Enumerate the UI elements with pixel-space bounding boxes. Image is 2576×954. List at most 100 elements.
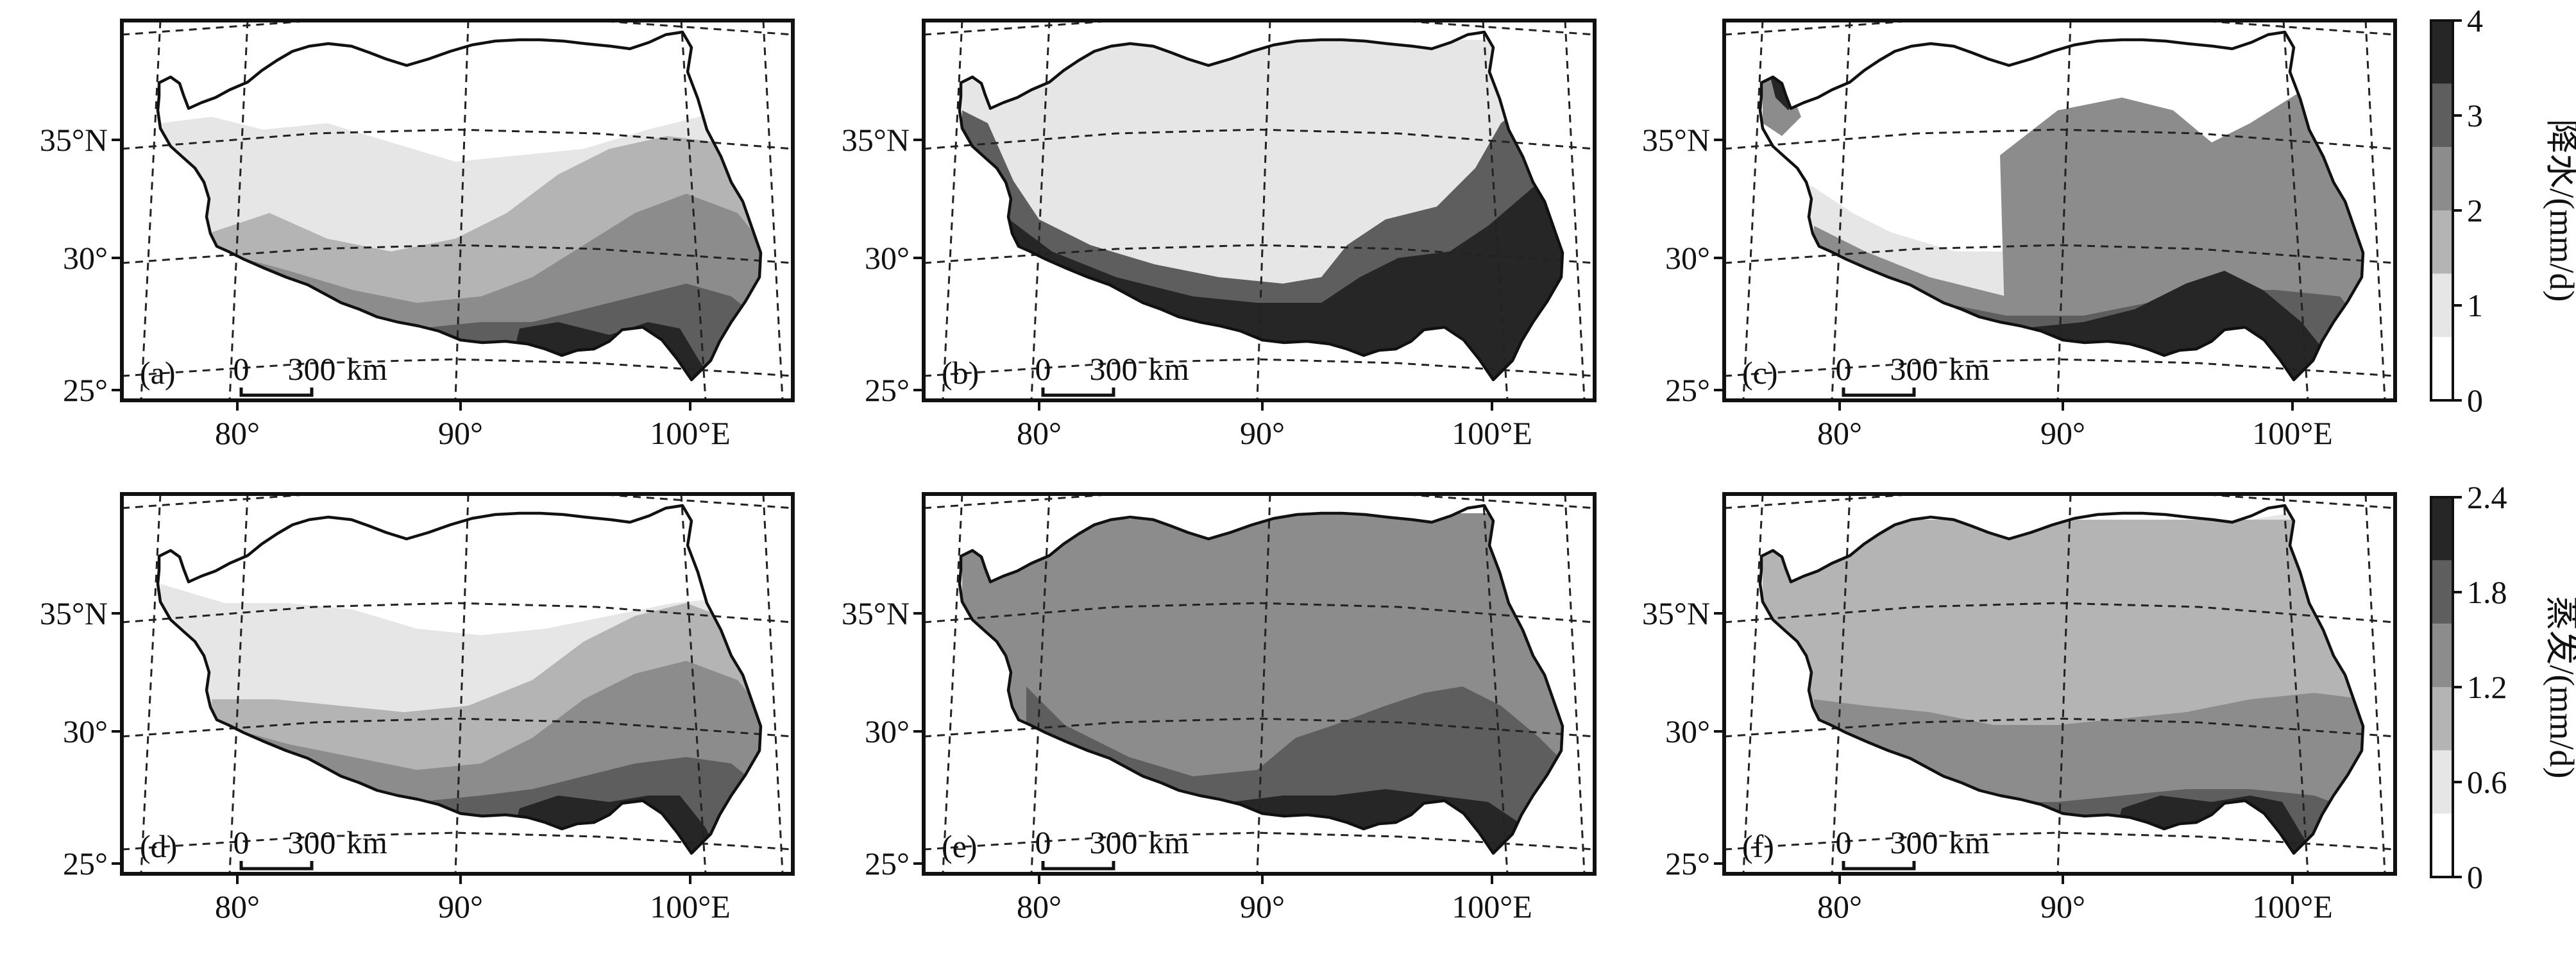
shading-a: [158, 32, 761, 380]
scale-bar-value: 300: [1890, 351, 1938, 387]
map-panel-c: 35°N 30° 25° 80° 90° 100°E (c) 0 300 km: [1642, 19, 2397, 451]
meridian-90: [1256, 21, 1271, 400]
plateau-boundary-f: [1758, 504, 2365, 855]
meridian-80: [228, 494, 249, 874]
shading-d: [158, 506, 761, 853]
colorbar-tick-label: 0: [2467, 382, 2483, 418]
meridian-edge-1: [2364, 494, 2386, 874]
parallel-30: [924, 244, 1595, 264]
meridian-90: [2056, 21, 2072, 400]
graticule-f: [1724, 494, 2395, 874]
plateau-boundary-b: [958, 30, 1564, 382]
parallel-25: [1724, 358, 2395, 377]
colorbar-band-3: [2431, 147, 2453, 210]
colorbar-band-1: [2431, 273, 2453, 337]
lat-tick-label: 30°: [865, 240, 910, 276]
lat-tick-label: 35°N: [1642, 122, 1710, 158]
parallel-25: [924, 358, 1595, 377]
panel-frame-c: [1722, 19, 2397, 402]
lon-tick-label: 100°E: [650, 415, 731, 451]
panel-label-e: (e): [942, 828, 978, 864]
lat-tick-label: 30°: [1665, 713, 1710, 749]
scale-bar-unit: km: [1949, 824, 1990, 860]
colorbar-precip: 4 3 2 1 0 降水/(mm/d): [2430, 3, 2576, 418]
colorbar-tick-label: 0.6: [2467, 764, 2507, 800]
colorbar-band-4: [2431, 83, 2453, 148]
colorbar-title-evap: 蒸发/(mm/d): [2543, 596, 2576, 779]
parallel-40: [122, 21, 793, 36]
colorbar-tick-label: 1: [2467, 287, 2483, 323]
lon-tick-label: 80°: [1817, 415, 1862, 451]
map-panel-f: 35°N 30° 25° 80° 90° 100°E (f) 0 300 km: [1642, 492, 2397, 924]
colorbar-band-4: [2431, 560, 2453, 624]
lat-tick-label: 35°N: [40, 122, 108, 158]
parallel-35: [924, 128, 1595, 150]
parallel-35: [122, 602, 793, 624]
colorbar-tick-label: 4: [2467, 3, 2483, 38]
scale-bar-a: 0 300 km: [233, 351, 387, 397]
lat-tick-label: 25°: [63, 846, 108, 882]
scale-bar-value: 300: [288, 351, 336, 387]
lon-tick-label: 90°: [1240, 415, 1285, 451]
graticule-b: [924, 21, 1595, 400]
scale-bar-line: [1842, 388, 1916, 397]
panel-label-c: (c): [1742, 355, 1778, 391]
parallel-25: [1724, 831, 2395, 851]
scale-bar-line: [1041, 861, 1115, 871]
meridian-edge-0: [140, 21, 162, 400]
lat-tick-label: 35°N: [842, 122, 910, 158]
panel-label-d: (d): [140, 828, 177, 864]
parallel-40: [1724, 21, 2395, 36]
scale-bar-zero: 0: [1836, 824, 1852, 860]
meridian-80: [1831, 21, 1851, 400]
shading-c: [1760, 32, 2363, 380]
parallel-40: [924, 21, 1595, 36]
meridian-edge-1: [762, 21, 784, 400]
colorbar-tick-label: 1.8: [2467, 574, 2507, 610]
plateau-boundary-d: [156, 504, 763, 855]
lat-tick-label: 30°: [63, 713, 108, 749]
colorbar-band-0: [2431, 813, 2453, 877]
panel-label-f: (f): [1742, 828, 1774, 864]
meridian-90: [454, 494, 470, 874]
scale-bar-line: [239, 861, 314, 871]
parallel-30: [1724, 717, 2395, 738]
meridian-edge-1: [2364, 21, 2386, 400]
lon-tick-label: 100°E: [2252, 889, 2333, 924]
colorbar-tick-label: 3: [2467, 98, 2483, 133]
lat-tick-label: 30°: [865, 713, 910, 749]
scale-bar-zero: 0: [233, 351, 250, 387]
colorbar-evap: 2.4 1.8 1.2 0.6 0 蒸发/(mm/d): [2430, 479, 2576, 895]
meridian-100: [680, 494, 707, 874]
meridian-90: [454, 21, 470, 400]
lat-tick-label: 25°: [865, 846, 910, 882]
scale-bar-unit: km: [1148, 824, 1189, 860]
lon-tick-label: 80°: [215, 889, 260, 924]
scale-bar-zero: 0: [1035, 351, 1051, 387]
meridian-100: [1482, 21, 1509, 400]
meridian-edge-0: [942, 494, 963, 874]
map-panel-e: 35°N 30° 25° 80° 90° 100°E (e) 0 300 km: [842, 492, 1597, 924]
scale-bar-b: 0 300 km: [1035, 351, 1189, 397]
lon-tick-label: 100°E: [2252, 415, 2333, 451]
meridian-edge-1: [1564, 494, 1586, 874]
colorbar-band-0: [2431, 337, 2453, 400]
parallel-35: [122, 128, 793, 150]
scale-bar-line: [1842, 861, 1916, 871]
meridian-100: [2282, 21, 2309, 400]
colorbar-tick-label: 2: [2467, 192, 2483, 228]
meridian-100: [680, 21, 707, 400]
scale-bar-unit: km: [346, 351, 387, 387]
scale-bar-f: 0 300 km: [1836, 824, 1990, 871]
parallel-40: [924, 494, 1595, 509]
graticule-d: [122, 494, 793, 874]
map-panels: 35°N 30° 25° 80° 90° 100°E (a) 0 300 km 35°N 30° 25°…: [40, 19, 2397, 924]
lon-tick-label: 80°: [1017, 415, 1062, 451]
scale-bar-value: 300: [1090, 351, 1138, 387]
parallel-25: [924, 831, 1595, 851]
lon-tick-label: 100°E: [1452, 889, 1532, 924]
panel-frame-b: [922, 19, 1597, 402]
colorbar-band-5: [2431, 21, 2453, 84]
lat-tick-label: 25°: [865, 372, 910, 408]
